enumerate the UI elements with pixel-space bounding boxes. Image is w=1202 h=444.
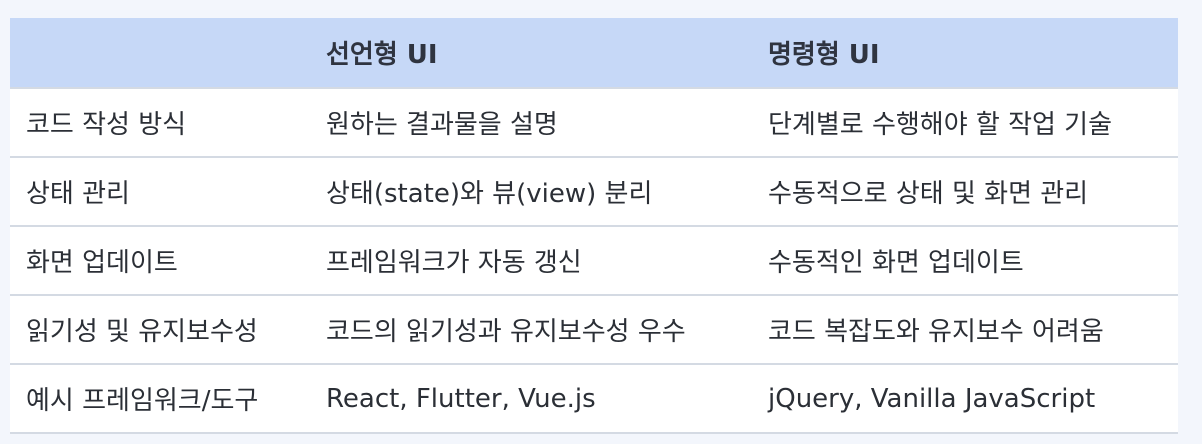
imperative-cell: 수동적으로 상태 및 화면 관리 — [768, 179, 1089, 209]
table-row: 읽기성 및 유지보수성 코드의 읽기성과 유지보수성 우수 코드 복잡도와 유지… — [10, 295, 1178, 364]
row-label-cell: 읽기성 및 유지보수성 — [26, 317, 258, 347]
imperative-cell: 코드 복잡도와 유지보수 어려움 — [768, 317, 1104, 347]
header-cell-declarative-ui: 선언형 UI — [326, 40, 438, 70]
declarative-cell: 프레임워크가 자동 갱신 — [326, 248, 582, 278]
declarative-cell: 원하는 결과물을 설명 — [326, 110, 558, 140]
row-label-cell: 코드 작성 방식 — [26, 110, 187, 140]
row-label-cell: 상태 관리 — [26, 179, 130, 209]
row-label-cell: 예시 프레임워크/도구 — [26, 386, 259, 416]
header-cell-imperative-ui: 명령형 UI — [768, 40, 880, 70]
declarative-cell: 상태(state)와 뷰(view) 분리 — [326, 179, 653, 209]
header-row: 선언형 UI 명령형 UI — [10, 18, 1178, 88]
comparison-table-container: 선언형 UI 명령형 UI 코드 작성 방식 원하는 결과물을 설명 단계별로 … — [10, 18, 1178, 434]
table-row: 화면 업데이트 프레임워크가 자동 갱신 수동적인 화면 업데이트 — [10, 226, 1178, 295]
declarative-cell: React, Flutter, Vue.js — [326, 383, 596, 414]
imperative-cell: 수동적인 화면 업데이트 — [768, 248, 1024, 278]
declarative-cell: 코드의 읽기성과 유지보수성 우수 — [326, 317, 686, 347]
comparison-table: 선언형 UI 명령형 UI 코드 작성 방식 원하는 결과물을 설명 단계별로 … — [10, 18, 1178, 434]
table-body: 코드 작성 방식 원하는 결과물을 설명 단계별로 수행해야 할 작업 기술 상… — [10, 88, 1178, 433]
table-row: 예시 프레임워크/도구 React, Flutter, Vue.js jQuer… — [10, 364, 1178, 433]
header-cell-empty — [10, 18, 310, 88]
table-row: 상태 관리 상태(state)와 뷰(view) 분리 수동적으로 상태 및 화… — [10, 157, 1178, 226]
table-row: 코드 작성 방식 원하는 결과물을 설명 단계별로 수행해야 할 작업 기술 — [10, 88, 1178, 157]
imperative-cell: jQuery, Vanilla JavaScript — [768, 383, 1096, 414]
imperative-cell: 단계별로 수행해야 할 작업 기술 — [768, 110, 1113, 140]
row-label-cell: 화면 업데이트 — [26, 248, 178, 278]
table-header: 선언형 UI 명령형 UI — [10, 18, 1178, 88]
